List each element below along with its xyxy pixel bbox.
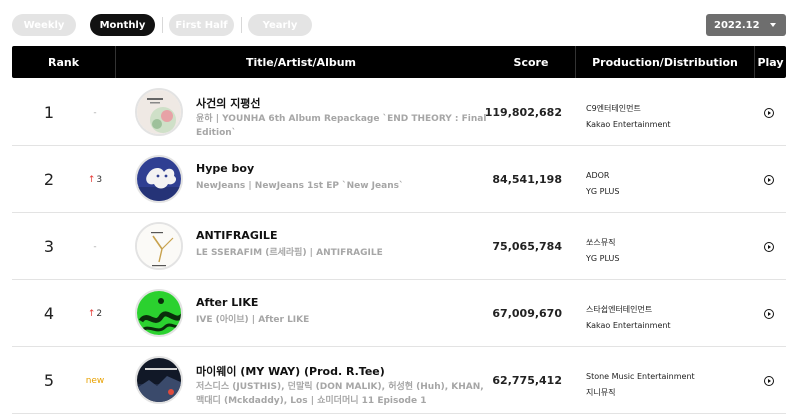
rank-number: 3 [43,237,55,256]
rank-change: new [85,375,105,386]
chart-row: 4 ↑ 2 After LIKE IVE (아이브) | After LIKE 6… [12,280,786,347]
play-icon[interactable] [764,242,774,252]
rank-number: 2 [43,170,55,189]
header-divider [115,46,116,78]
distribution-company: Kakao Entertainment [586,120,671,129]
production-company: Stone Music Entertainment [586,372,695,381]
score-value: 67,009,670 [492,307,562,320]
header-divider [754,46,755,78]
header-rank: Rank [47,55,80,69]
tab-weekly[interactable]: Weekly [12,14,76,36]
artist-album: NewJeans | NewJeans 1st EP `New Jeans` [196,181,404,191]
artist-album: IVE (아이브) | After LIKE [196,315,310,325]
score-value: 62,775,412 [492,374,562,387]
score-value: 84,541,198 [492,173,562,186]
rank-change: - [93,241,97,252]
production-distribution: 쏘스뮤직 YG PLUS [586,235,619,267]
album-cover [135,356,183,404]
album-cover [135,222,183,270]
period-select-value: 2022.12 [714,19,760,31]
tab-divider [162,17,163,33]
song-title[interactable]: ANTIFRAGILE [196,229,278,242]
song-title[interactable]: 마이웨이 (MY WAY) (Prod. R.Tee) [196,365,385,378]
distribution-company: YG PLUS [586,254,620,263]
chart-row: 2 ↑ 3 Hype boy NewJeans | NewJeans 1st EP… [12,146,786,213]
arrow-up-icon: ↑ [87,174,96,185]
artist-album: LE SSERAFIM (르세라핌) | ANTIFRAGILE [196,248,383,258]
production-distribution: C9엔터테인먼트 Kakao Entertainment [586,101,671,133]
song-title[interactable]: Hype boy [196,162,255,175]
production-company: 쏘스뮤직 [586,238,616,247]
album-cover [135,289,183,337]
rank-number: 4 [43,304,55,323]
chart-row: 3 - ANTIFRAGILE LE SSERAFIM (르세라핌) | ANT… [12,213,786,280]
play-icon[interactable] [764,108,774,118]
header-divider [575,46,576,78]
period-filter-bar: Weekly Monthly First Half Yearly 2022.12 [12,14,788,36]
production-distribution: 스타쉽엔터테인먼트 Kakao Entertainment [586,302,671,334]
song-title[interactable]: 사건의 지평선 [196,97,261,110]
chart-row: 1 - 사건의 지평선 윤하 | YOUNHA 6th Album Repack… [12,79,786,146]
play-icon[interactable] [764,309,774,319]
header-score: Score [513,55,549,69]
production-distribution: ADOR YG PLUS [586,168,619,200]
song-title[interactable]: After LIKE [196,296,259,309]
production-company: 스타쉽엔터테인먼트 [586,305,653,314]
play-icon[interactable] [764,376,774,386]
score-value: 119,802,682 [484,106,562,119]
tab-yearly[interactable]: Yearly [248,14,312,36]
chart-table-header: Rank Title/Artist/Album Score Production… [12,46,786,78]
score-value: 75,065,784 [492,240,562,253]
rank-change-value: 2 [96,308,103,319]
chart-row: 5 new 마이웨이 (MY WAY) (Prod. R.Tee) 저스디스 (… [12,347,786,414]
distribution-company: Kakao Entertainment [586,321,671,330]
header-play: Play [757,55,784,69]
rank-change-value: 3 [96,174,103,185]
rank-change: ↑ 3 [70,146,120,213]
header-title: Title/Artist/Album [245,55,357,69]
rank-number: 1 [43,103,55,122]
production-company: C9엔터테인먼트 [586,104,641,113]
tab-first-half[interactable]: First Half [169,14,234,36]
artist-album: 저스디스 (JUSTHIS), 던말릭 (DON MALIK), 허성현 (Hu… [196,382,484,406]
production-distribution: Stone Music Entertainment 지니뮤직 [586,369,695,401]
distribution-company: 지니뮤직 [586,388,616,397]
rank-number: 5 [43,371,55,390]
arrow-up-icon: ↑ [87,308,96,319]
distribution-company: YG PLUS [586,187,620,196]
rank-change: - [93,107,97,118]
tab-divider [241,17,242,33]
production-company: ADOR [586,171,610,180]
album-cover [135,155,183,203]
play-icon[interactable] [764,175,774,185]
tab-monthly[interactable]: Monthly [90,14,155,36]
rank-change: ↑ 2 [70,280,120,347]
artist-album: 윤하 | YOUNHA 6th Album Repackage `END THE… [196,114,487,138]
caret-down-icon [770,23,776,27]
period-select[interactable]: 2022.12 [706,14,786,36]
album-cover [135,88,183,136]
header-production: Production/Distribution [592,55,738,69]
